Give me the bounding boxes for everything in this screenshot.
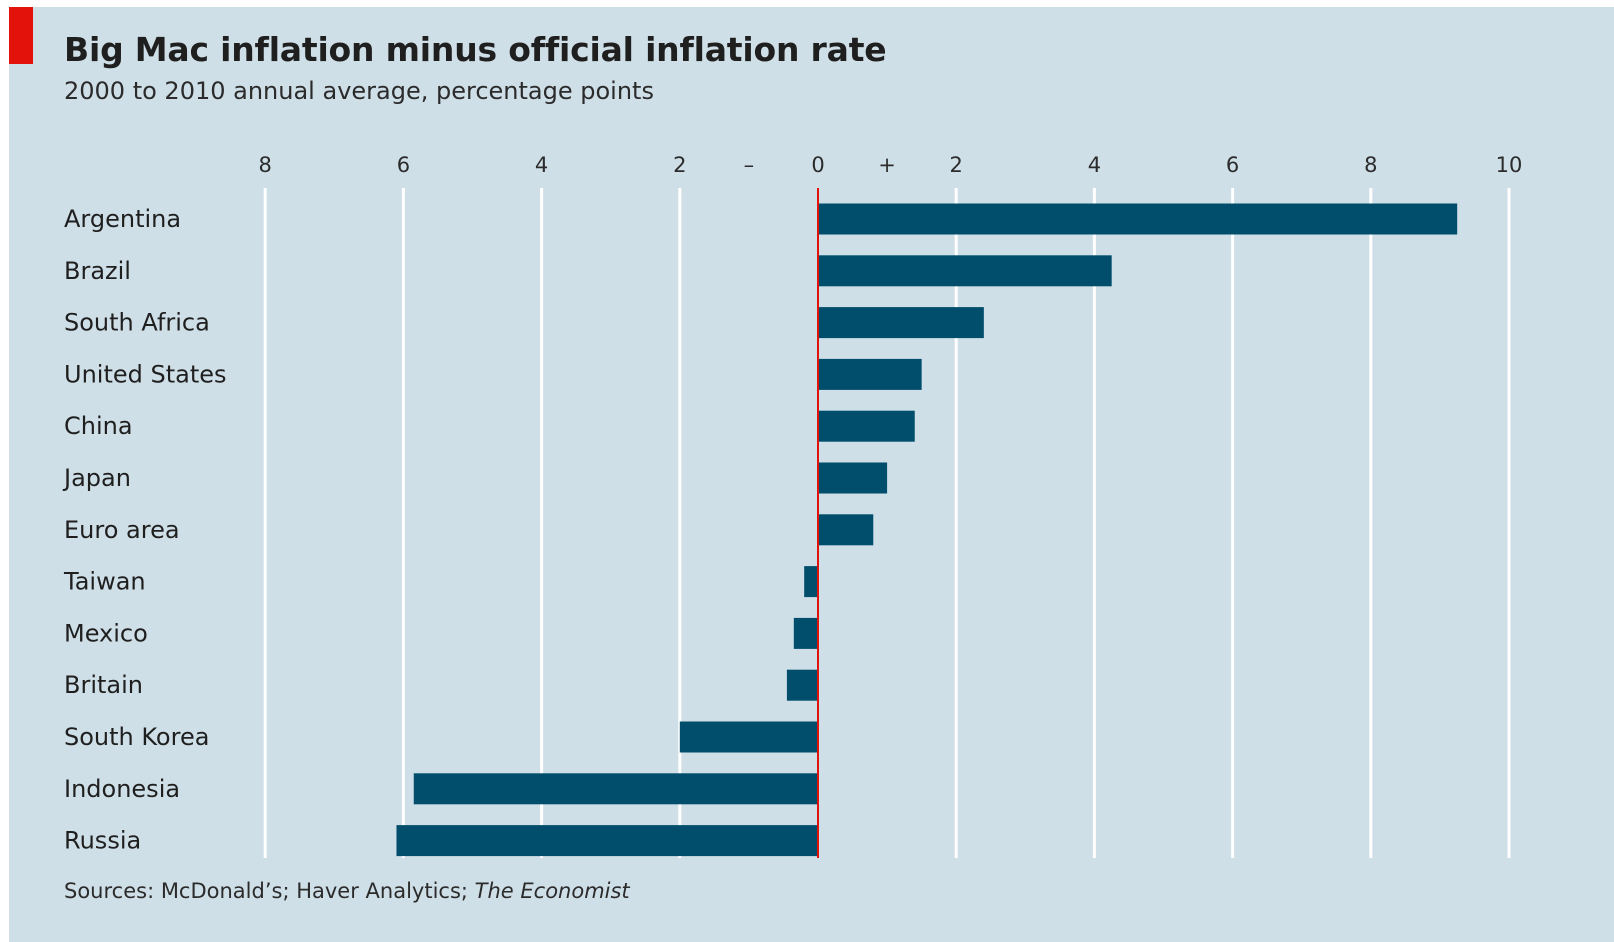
bar-argentina	[818, 203, 1458, 235]
source-note: Sources: McDonald’s; Haver Analytics; Th…	[64, 879, 630, 903]
x-tick-label: 2	[673, 153, 686, 177]
category-label: Britain	[64, 671, 143, 699]
chart-title: Big Mac inflation minus official inflati…	[64, 30, 887, 69]
category-label: Russia	[64, 827, 141, 855]
x-tick-label: 8	[1364, 153, 1377, 177]
category-label: Indonesia	[64, 775, 180, 803]
bar-south-korea	[679, 721, 818, 753]
category-label: Taiwan	[63, 568, 146, 596]
brand-accent-bar	[9, 7, 33, 64]
category-label: South Korea	[64, 723, 209, 751]
x-tick-label: 6	[397, 153, 410, 177]
bar-euro-area	[818, 514, 874, 546]
category-label: China	[64, 412, 133, 440]
category-label: Euro area	[64, 516, 180, 544]
x-axis-tick-labels: 8 6 4 2 0 2 4 6 8 10 – +	[259, 153, 1523, 177]
negative-sign-marker: –	[744, 153, 755, 177]
bars	[396, 203, 1458, 857]
category-label: Brazil	[64, 257, 131, 285]
bar-united-states	[818, 358, 922, 390]
category-label: United States	[64, 360, 227, 388]
bar-japan	[818, 462, 888, 494]
x-tick-label: 4	[1088, 153, 1101, 177]
x-tick-label: 6	[1226, 153, 1239, 177]
gridlines	[263, 188, 1511, 858]
category-label: Mexico	[64, 619, 148, 647]
category-labels: Argentina Brazil South Africa United States…	[62, 205, 227, 855]
chart-subtitle: 2000 to 2010 annual average, percentage …	[64, 77, 654, 105]
x-tick-label: 4	[535, 153, 548, 177]
bar-mexico	[793, 617, 818, 649]
source-prefix: Sources: McDonald’s; Haver Analytics;	[64, 879, 475, 903]
category-label: South Africa	[64, 309, 210, 337]
source-publication: The Economist	[474, 879, 630, 903]
category-label: Japan	[62, 464, 131, 492]
bar-russia	[396, 825, 818, 857]
bar-indonesia	[413, 773, 818, 805]
category-label: Argentina	[64, 205, 181, 233]
bar-brazil	[818, 255, 1112, 287]
x-tick-label: 8	[259, 153, 272, 177]
x-tick-label: 10	[1496, 153, 1523, 177]
positive-sign-marker: +	[878, 153, 896, 177]
bar-taiwan	[804, 566, 818, 598]
x-tick-label: 2	[950, 153, 963, 177]
bar-china	[818, 410, 915, 442]
bar-south-africa	[818, 307, 984, 339]
x-tick-label: 0	[811, 153, 824, 177]
bar-britain	[786, 669, 818, 701]
